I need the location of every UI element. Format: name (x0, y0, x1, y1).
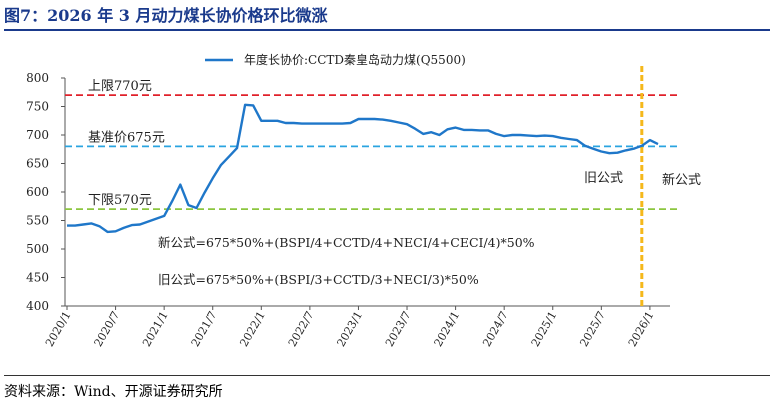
y-tick-label: 450 (26, 271, 49, 285)
y-tick-label: 750 (26, 100, 49, 114)
y-tick-label: 550 (26, 214, 49, 228)
x-tick-label: 2020/7 (92, 309, 123, 349)
x-tick-label: 2025/1 (529, 309, 560, 349)
y-tick-label: 600 (26, 185, 49, 199)
reference-line-label: 基准价675元 (88, 130, 165, 145)
price-line-chart: 400 450 500 550 600 650 700 750 800 2020/1 2020/7 2… (26, 52, 701, 349)
x-tick-label: 2021/1 (140, 309, 171, 349)
old-formula-region-label: 旧公式 (584, 171, 623, 186)
y-tick-label: 800 (26, 71, 49, 85)
source-note: 资料来源：Wind、开源证券研究所 (4, 384, 223, 400)
x-tick-label: 2024/1 (432, 309, 463, 349)
y-tick-label: 400 (26, 299, 49, 313)
legend-label: 年度长协价:CCTD秦皇岛动力煤(Q5500) (244, 52, 466, 67)
x-tick-label: 2021/7 (189, 309, 220, 349)
x-tick-label: 2020/1 (43, 309, 74, 349)
x-tick-label: 2026/1 (626, 309, 657, 349)
y-tick-label: 650 (26, 157, 49, 171)
reference-line-label: 上限770元 (88, 79, 152, 94)
y-tick-label: 500 (26, 242, 49, 256)
x-tick-label: 2023/7 (383, 309, 414, 349)
old-formula-annotation: 旧公式=675*50%+(BSPI/3+CCTD/3+NECI/3)*50% (158, 272, 479, 287)
x-tick-label: 2024/7 (480, 309, 511, 349)
footer-divider (4, 375, 770, 376)
x-tick-label: 2025/7 (577, 309, 608, 349)
new-formula-annotation: 新公式=675*50%+(BSPI/4+CCTD/4+NECI/4+CECI/4… (158, 235, 535, 250)
x-tick-label: 2022/7 (286, 309, 317, 349)
figure-title: 图7：2026 年 3 月动力煤长协价格环比微涨 (4, 6, 328, 25)
x-tick-label: 2022/1 (237, 309, 268, 349)
y-tick-label: 700 (26, 128, 49, 142)
title-divider (4, 29, 770, 31)
new-formula-region-label: 新公式 (662, 172, 701, 188)
reference-line-label: 下限570元 (88, 193, 152, 208)
series-line (67, 103, 659, 234)
x-tick-label: 2023/1 (334, 309, 365, 349)
